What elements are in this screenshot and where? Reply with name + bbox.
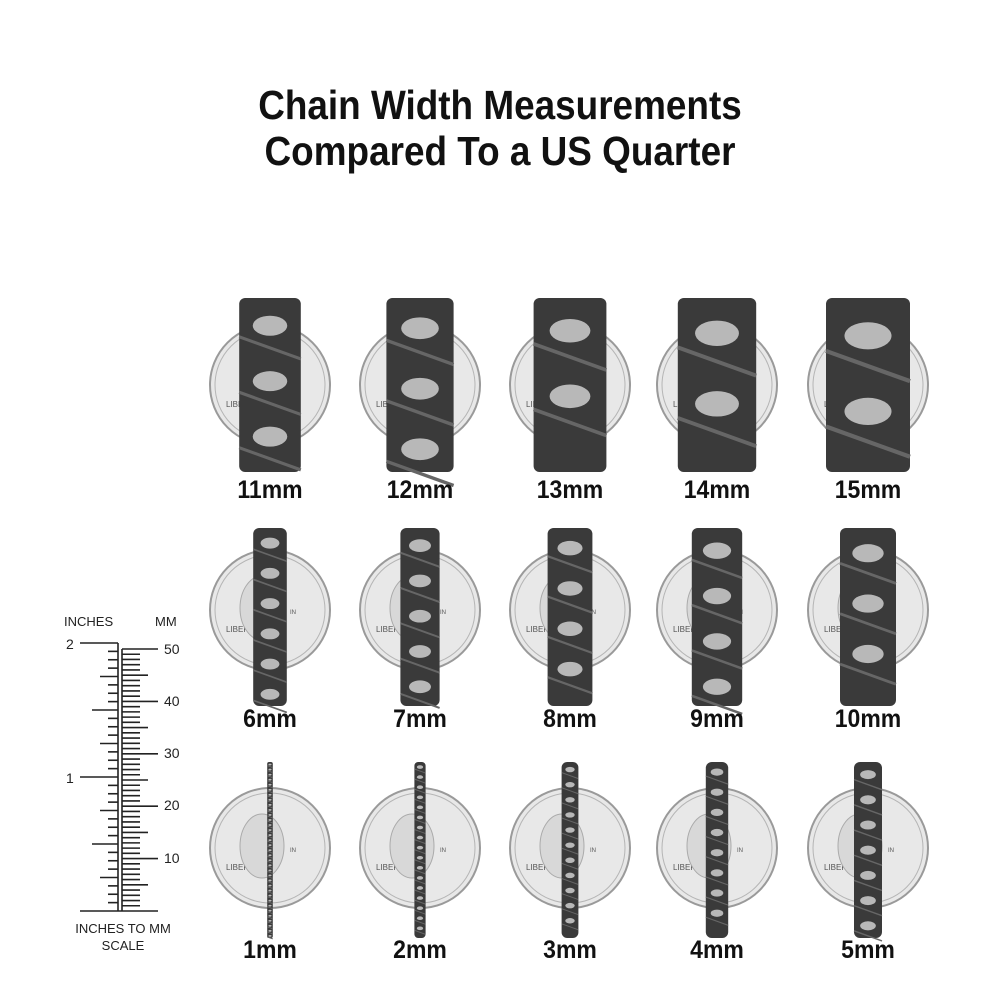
scale-caption-line-1: INCHES TO MM xyxy=(75,921,171,936)
chain-width-label: 5mm xyxy=(841,936,895,964)
coin-motto-text: IN xyxy=(888,848,894,854)
quarter-with-chain: LIBERTY IN xyxy=(359,762,481,938)
chain xyxy=(252,528,288,714)
chain-width-label: 11mm xyxy=(237,476,303,504)
quarter-with-chain: LIBERTY IN xyxy=(509,528,631,706)
inch-tick-2: 2 xyxy=(66,636,74,652)
chain xyxy=(705,762,729,938)
chain-width-label: 4mm xyxy=(690,936,744,964)
coin-liberty-text: LIBERTY xyxy=(226,625,260,634)
coin-motto-text: IN xyxy=(290,610,296,616)
title-line-1: Chain Width Measurements xyxy=(258,82,742,128)
quarter-with-chain: LIBERTY IN xyxy=(359,528,481,709)
quarter-with-chain: LIBERTY IN xyxy=(656,762,778,938)
chain xyxy=(853,762,883,942)
coin-liberty-text: LIBERTY xyxy=(376,863,410,872)
chain-width-label: 12mm xyxy=(386,476,454,504)
chain-width-label: 15mm xyxy=(834,476,902,504)
quarter-with-chain: LIBERTY IN xyxy=(807,762,929,942)
mm-label: MM xyxy=(155,614,177,629)
inch-tick-1: 1 xyxy=(66,770,74,786)
coin-motto-text: IN xyxy=(440,848,446,854)
mm-tick-50: 50 xyxy=(164,641,180,657)
chain xyxy=(400,528,440,709)
inches-to-mm-scale xyxy=(80,642,158,912)
chain xyxy=(414,762,426,938)
coin-liberty-text: LIBERTY xyxy=(673,625,707,634)
chain xyxy=(267,762,273,940)
chain-width-label: 6mm xyxy=(243,705,297,733)
chain-width-label: 10mm xyxy=(834,705,902,733)
quarter-with-chain: LIBERTY IN xyxy=(209,528,331,714)
scale-caption-line-2: SCALE xyxy=(101,938,145,953)
coin-motto-text: IN xyxy=(440,610,446,616)
mm-tick-40: 40 xyxy=(164,693,180,709)
coin-motto-text: IN xyxy=(590,848,596,854)
quarter-with-chain: LIBERTY IN xyxy=(509,762,631,938)
chain-width-label: 1mm xyxy=(243,936,297,964)
chain xyxy=(691,528,743,716)
coin-liberty-text: LIBERTY xyxy=(526,625,560,634)
scale-caption: INCHES TO MM SCALE xyxy=(58,920,188,954)
chain xyxy=(532,298,608,472)
mm-tick-20: 20 xyxy=(164,797,180,813)
coin-liberty-text: LIBERTY xyxy=(824,863,858,872)
chain-width-label: 9mm xyxy=(690,705,744,733)
chain-width-label: 3mm xyxy=(543,936,597,964)
chain xyxy=(547,528,593,706)
inches-label: INCHES xyxy=(64,614,114,629)
coin-motto-text: IN xyxy=(737,848,743,854)
mm-tick-10: 10 xyxy=(164,850,180,866)
chain-width-label: 2mm xyxy=(393,936,447,964)
chain-width-label: 7mm xyxy=(393,705,447,733)
coin-motto-text: IN xyxy=(290,848,296,854)
chain-width-label: 8mm xyxy=(543,705,597,733)
chain xyxy=(561,762,579,938)
coin-liberty-text: LIBERTY xyxy=(376,625,410,634)
coin-liberty-text: LIBERTY xyxy=(673,863,707,872)
title-line-2: Compared To a US Quarter xyxy=(264,128,736,174)
chain xyxy=(839,528,897,706)
chain xyxy=(677,298,757,472)
coin-motto-text: IN xyxy=(590,610,596,616)
chain xyxy=(238,298,302,472)
quarter-with-chain: LIBERTY IN xyxy=(209,762,331,940)
page-title: Chain Width Measurements Compared To a U… xyxy=(50,82,950,174)
mm-tick-30: 30 xyxy=(164,745,180,761)
chain xyxy=(825,298,911,472)
chain-width-label: 13mm xyxy=(536,476,604,504)
coin-liberty-text: LIBERTY xyxy=(526,863,560,872)
coin-liberty-text: LIBERTY xyxy=(226,863,260,872)
chain xyxy=(385,298,455,488)
chain-width-label: 14mm xyxy=(683,476,751,504)
